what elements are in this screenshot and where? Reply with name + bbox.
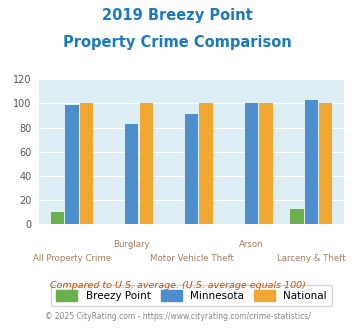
Bar [200,103,213,224]
Bar [80,103,93,224]
Text: Compared to U.S. average. (U.S. average equals 100): Compared to U.S. average. (U.S. average … [50,281,305,290]
Bar [125,124,138,224]
Text: Motor Vehicle Theft: Motor Vehicle Theft [150,253,234,263]
Text: © 2025 CityRating.com - https://www.cityrating.com/crime-statistics/: © 2025 CityRating.com - https://www.city… [45,312,310,321]
Text: All Property Crime: All Property Crime [33,253,111,263]
Text: Burglary: Burglary [114,240,150,249]
Bar [290,209,304,224]
Bar [140,103,153,224]
Bar [319,103,332,224]
Text: 2019 Breezy Point: 2019 Breezy Point [102,8,253,23]
Text: Arson: Arson [239,240,264,249]
Bar [51,212,64,224]
Bar [305,100,318,224]
Legend: Breezy Point, Minnesota, National: Breezy Point, Minnesota, National [51,285,332,306]
Bar [260,103,273,224]
Bar [245,103,258,224]
Bar [185,114,198,224]
Bar [65,105,78,224]
Text: Larceny & Theft: Larceny & Theft [277,253,346,263]
Text: Property Crime Comparison: Property Crime Comparison [63,35,292,50]
